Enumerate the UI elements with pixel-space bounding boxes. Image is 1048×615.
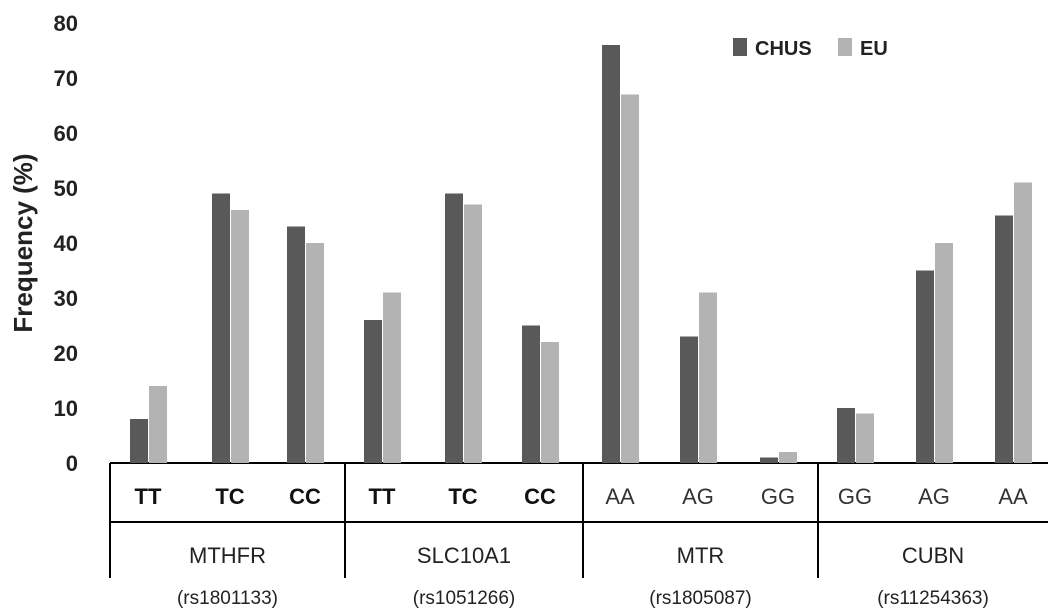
bar-eu xyxy=(935,243,953,463)
y-tick-label: 20 xyxy=(54,341,78,366)
y-tick-label: 40 xyxy=(54,231,78,256)
bar-chus xyxy=(212,193,230,463)
bar-chus xyxy=(445,193,463,463)
axis-labels: 0 10 20 30 40 50 60 70 80 TT TC CC MTHFR (rs1801133) T… xyxy=(54,11,1028,609)
bar-eu xyxy=(231,210,249,463)
gene-label: MTHFR xyxy=(189,543,266,568)
bar-chus xyxy=(522,325,540,463)
bar-chus xyxy=(837,408,855,463)
x-tick-label: CC xyxy=(524,484,556,509)
gene-label: SLC10A1 xyxy=(417,543,511,568)
bar-chus xyxy=(130,419,148,463)
legend-label-chus: CHUS xyxy=(755,38,812,60)
bar-chus xyxy=(680,336,698,463)
bar-eu xyxy=(541,342,559,463)
bar-chus xyxy=(287,226,305,463)
y-axis-label: Frequency (%) xyxy=(8,153,38,332)
snp-label: (rs1805087) xyxy=(649,588,751,609)
bar-chus xyxy=(995,215,1013,463)
x-tick-label: TC xyxy=(215,484,244,509)
bar-eu xyxy=(699,292,717,463)
x-tick-label: TC xyxy=(448,484,477,509)
x-tick-label: TT xyxy=(369,484,396,509)
y-tick-label: 70 xyxy=(54,66,78,91)
x-tick-label: GG xyxy=(838,484,872,509)
y-tick-label: 80 xyxy=(54,11,78,36)
bar-eu xyxy=(779,452,797,463)
bar-eu xyxy=(621,94,639,463)
bar-chus xyxy=(364,320,382,463)
legend-swatch-chus xyxy=(733,38,747,56)
bar-chus xyxy=(760,457,778,463)
bar-eu xyxy=(149,386,167,463)
x-tick-label: AG xyxy=(682,484,714,509)
y-tick-label: 30 xyxy=(54,286,78,311)
legend: CHUS EU xyxy=(733,38,888,60)
x-tick-label: AA xyxy=(605,484,635,509)
legend-swatch-eu xyxy=(838,38,852,56)
bar-eu xyxy=(1014,182,1032,463)
bar-eu xyxy=(383,292,401,463)
x-tick-label: TT xyxy=(135,484,162,509)
gene-label: MTR xyxy=(677,543,725,568)
x-tick-label: AG xyxy=(918,484,950,509)
bar-chus xyxy=(916,270,934,463)
snp-label: (rs11254363) xyxy=(877,588,989,609)
axes xyxy=(109,462,1048,578)
snp-label: (rs1801133) xyxy=(177,588,278,609)
snp-label: (rs1051266) xyxy=(413,588,515,609)
x-tick-label: GG xyxy=(761,484,795,509)
y-tick-label: 0 xyxy=(66,451,78,476)
x-tick-label: CC xyxy=(289,484,321,509)
gene-label: CUBN xyxy=(902,543,964,568)
y-tick-label: 60 xyxy=(54,121,78,146)
bar-eu xyxy=(306,243,324,463)
y-tick-label: 50 xyxy=(54,176,78,201)
legend-label-eu: EU xyxy=(860,38,888,60)
bar-chus xyxy=(602,45,620,463)
bar-eu xyxy=(464,204,482,463)
y-tick-label: 10 xyxy=(54,396,78,421)
bars xyxy=(130,45,1032,463)
x-tick-label: AA xyxy=(998,484,1028,509)
bar-eu xyxy=(856,413,874,463)
